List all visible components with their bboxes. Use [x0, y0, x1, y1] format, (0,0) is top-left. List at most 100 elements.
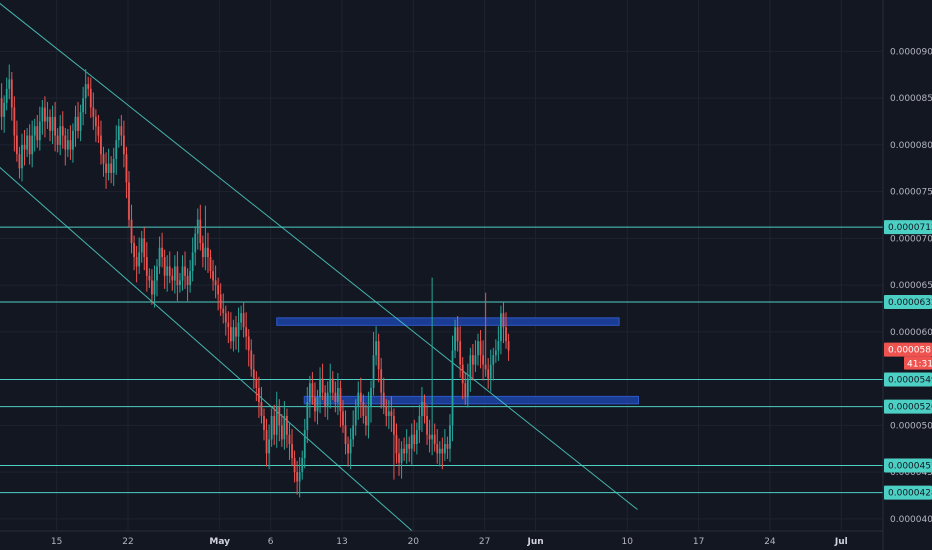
candle[interactable]	[339, 380, 342, 428]
candle[interactable]	[191, 237, 194, 282]
candle[interactable]	[306, 387, 309, 444]
candle[interactable]	[158, 236, 161, 274]
candle[interactable]	[46, 101, 49, 130]
candle[interactable]	[431, 277, 434, 456]
candle[interactable]	[229, 312, 232, 349]
candle[interactable]	[316, 389, 319, 425]
candle[interactable]	[398, 438, 400, 476]
candle[interactable]	[120, 114, 123, 146]
candle[interactable]	[359, 377, 362, 418]
trend-line[interactable]	[0, 164, 413, 532]
candle[interactable]	[301, 450, 304, 480]
candle[interactable]	[344, 410, 347, 455]
candle[interactable]	[270, 408, 273, 447]
candle[interactable]	[61, 111, 64, 149]
candle[interactable]	[395, 423, 398, 464]
candle[interactable]	[186, 268, 189, 302]
candle[interactable]	[219, 283, 222, 316]
candle[interactable]	[487, 358, 490, 389]
candle[interactable]	[100, 120, 102, 165]
candle[interactable]	[145, 242, 148, 292]
candle[interactable]	[163, 249, 166, 289]
candle[interactable]	[77, 101, 79, 139]
candle[interactable]	[372, 331, 375, 396]
candle[interactable]	[482, 340, 484, 381]
candle[interactable]	[105, 152, 107, 189]
candle[interactable]	[265, 418, 268, 467]
candle[interactable]	[362, 394, 365, 424]
candle[interactable]	[433, 423, 436, 452]
candle[interactable]	[334, 381, 337, 413]
candle[interactable]	[283, 401, 286, 450]
candle[interactable]	[505, 312, 507, 349]
candle[interactable]	[242, 301, 245, 338]
candle[interactable]	[161, 232, 163, 268]
candle[interactable]	[56, 128, 59, 153]
candle[interactable]	[51, 105, 54, 144]
candle[interactable]	[492, 347, 495, 381]
candle[interactable]	[117, 118, 120, 148]
candle[interactable]	[275, 391, 278, 448]
candle[interactable]	[451, 335, 454, 442]
candle[interactable]	[194, 226, 197, 266]
candle[interactable]	[393, 408, 395, 480]
candle[interactable]	[49, 109, 51, 142]
candle[interactable]	[260, 387, 263, 424]
candle[interactable]	[387, 400, 390, 430]
candle[interactable]	[54, 101, 57, 152]
candle[interactable]	[79, 104, 82, 142]
candle[interactable]	[423, 394, 426, 424]
candle[interactable]	[112, 147, 115, 187]
candle[interactable]	[94, 109, 97, 143]
candle[interactable]	[347, 436, 349, 467]
candle[interactable]	[181, 255, 184, 291]
candle[interactable]	[380, 358, 383, 409]
candle[interactable]	[438, 441, 441, 467]
candle[interactable]	[331, 371, 334, 401]
candle[interactable]	[31, 120, 34, 168]
candle[interactable]	[18, 146, 21, 179]
candle[interactable]	[443, 429, 446, 461]
candle[interactable]	[354, 399, 357, 436]
candle[interactable]	[466, 363, 469, 408]
candle[interactable]	[209, 249, 212, 279]
candle[interactable]	[125, 146, 128, 199]
candle[interactable]	[421, 387, 423, 432]
candle[interactable]	[375, 326, 377, 366]
candle[interactable]	[16, 120, 18, 162]
candle[interactable]	[436, 429, 439, 464]
candle[interactable]	[107, 148, 110, 181]
candle[interactable]	[179, 272, 181, 293]
candles[interactable]	[0, 64, 510, 498]
candle[interactable]	[59, 114, 62, 156]
candle[interactable]	[370, 380, 372, 423]
candle[interactable]	[507, 333, 510, 361]
candle[interactable]	[232, 319, 235, 352]
candle[interactable]	[357, 381, 360, 420]
candle[interactable]	[365, 404, 367, 436]
candle[interactable]	[84, 69, 87, 115]
zone-rectangle[interactable]	[276, 317, 620, 326]
candle[interactable]	[97, 114, 100, 144]
candle[interactable]	[10, 71, 13, 121]
candle[interactable]	[168, 251, 171, 284]
candle[interactable]	[502, 301, 505, 344]
candle[interactable]	[454, 319, 456, 359]
candle[interactable]	[0, 83, 3, 130]
candle[interactable]	[235, 315, 237, 350]
zone-rectangle[interactable]	[303, 395, 639, 405]
candle[interactable]	[329, 363, 332, 409]
candle[interactable]	[472, 344, 474, 381]
candle[interactable]	[140, 230, 143, 263]
candle[interactable]	[268, 424, 270, 470]
candle[interactable]	[23, 129, 26, 166]
candle[interactable]	[184, 251, 186, 289]
candle[interactable]	[293, 450, 296, 483]
candle[interactable]	[314, 382, 316, 422]
candle[interactable]	[415, 422, 418, 455]
candle[interactable]	[176, 251, 179, 302]
candle[interactable]	[477, 333, 479, 366]
candle[interactable]	[196, 208, 199, 250]
candle[interactable]	[237, 307, 240, 353]
